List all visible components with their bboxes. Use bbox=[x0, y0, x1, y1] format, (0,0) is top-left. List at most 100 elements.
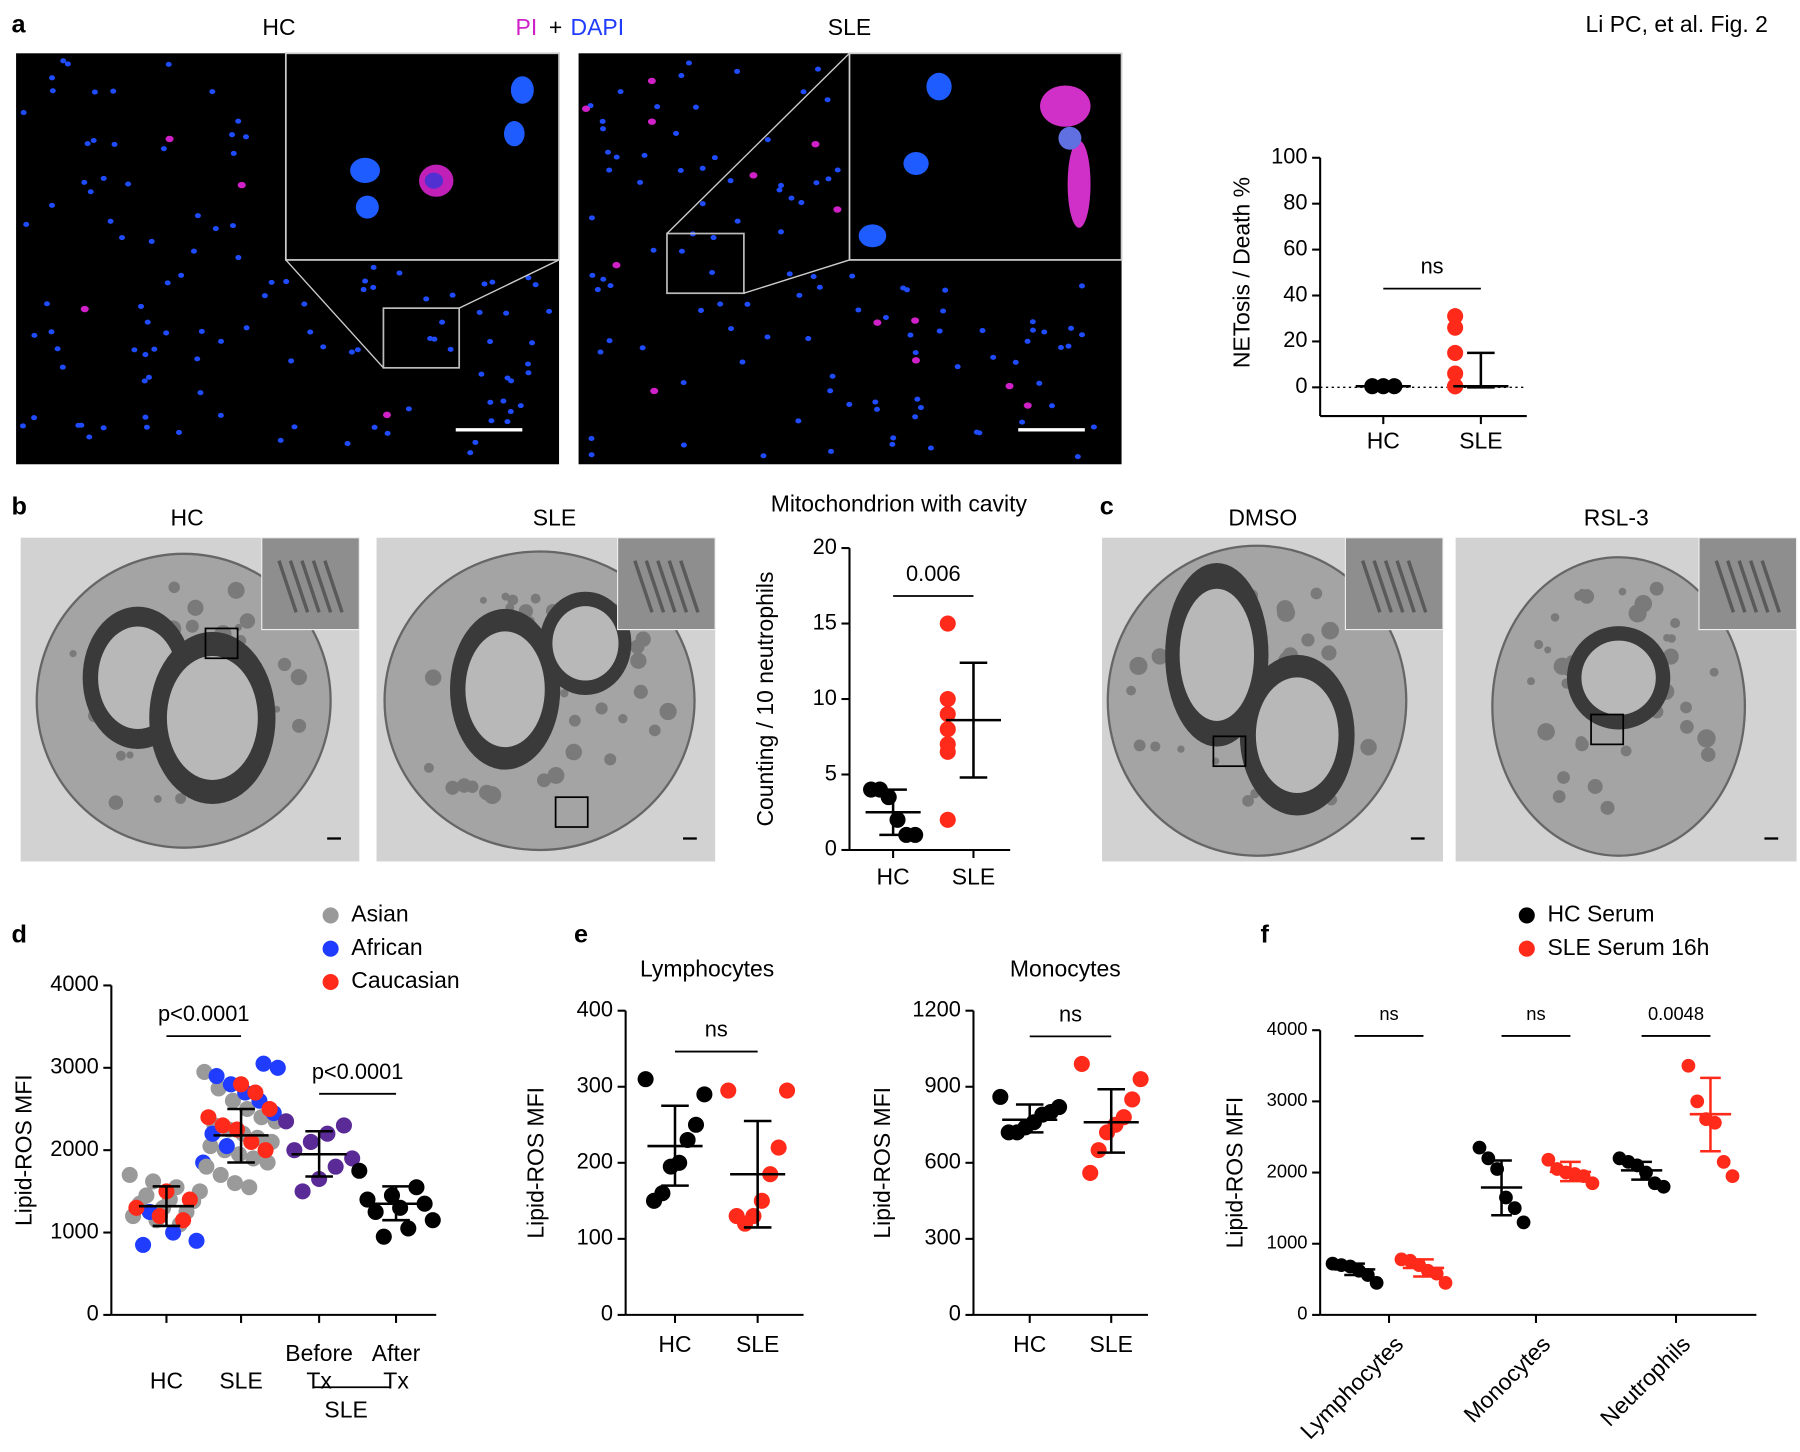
data-point bbox=[1447, 365, 1464, 382]
inset-cell bbox=[858, 224, 887, 248]
data-point bbox=[218, 1138, 235, 1155]
cell-dot bbox=[80, 305, 89, 313]
x-tick-label: HC bbox=[1367, 428, 1400, 454]
cell-dot bbox=[190, 248, 197, 254]
granule bbox=[1557, 771, 1570, 784]
inset-texture bbox=[1737, 560, 1759, 613]
cell-dot bbox=[194, 213, 201, 219]
cell-dot bbox=[119, 235, 125, 241]
cell-dot bbox=[49, 75, 56, 81]
cell-dot bbox=[504, 375, 511, 381]
comparison-label: ns bbox=[1379, 1003, 1398, 1024]
cell-dot bbox=[647, 118, 656, 125]
cell-dot bbox=[163, 330, 170, 336]
cell-dot bbox=[384, 430, 391, 436]
data-point bbox=[907, 826, 924, 843]
cell-dot bbox=[138, 303, 144, 309]
data-point bbox=[1132, 1071, 1149, 1088]
cell-dot bbox=[141, 378, 148, 384]
cell-dot bbox=[261, 293, 268, 299]
cell-dot bbox=[815, 66, 821, 72]
cell-dot bbox=[344, 441, 351, 447]
chart: Lymphocytes Lipid-ROS MFI 0 100 200 300 400 HC S… bbox=[522, 956, 804, 1357]
y-tick-label: 10 bbox=[813, 685, 837, 710]
x-tick-label: SLE bbox=[1459, 428, 1502, 454]
data-point bbox=[224, 1092, 241, 1109]
granule bbox=[537, 773, 551, 788]
data-point bbox=[770, 1139, 787, 1156]
data-point bbox=[679, 1131, 696, 1149]
cell-dot bbox=[927, 445, 934, 451]
cell-dot bbox=[143, 424, 150, 430]
cell-dot bbox=[1036, 380, 1043, 386]
cell-dot bbox=[709, 269, 716, 276]
granule bbox=[126, 751, 134, 759]
cell-dot bbox=[637, 179, 644, 185]
data-point bbox=[1447, 308, 1464, 325]
cell-dot bbox=[973, 429, 980, 435]
granule bbox=[227, 581, 245, 599]
cell-dot bbox=[75, 422, 82, 428]
data-point bbox=[939, 743, 956, 760]
cell-dot bbox=[600, 276, 607, 282]
cell-dot bbox=[20, 423, 26, 429]
cell-dot bbox=[1074, 454, 1081, 460]
granule bbox=[423, 762, 434, 773]
cell-dot bbox=[788, 195, 795, 201]
cell-dot bbox=[710, 235, 717, 241]
cell-dot bbox=[507, 409, 514, 415]
legend-label: HC Serum bbox=[1547, 900, 1654, 926]
cell-dot bbox=[84, 141, 91, 147]
y-tick-label: 40 bbox=[1283, 281, 1307, 306]
cell-dot bbox=[500, 398, 507, 404]
granule bbox=[187, 599, 204, 616]
data-point bbox=[198, 1158, 215, 1175]
cell-dot bbox=[230, 223, 236, 229]
cell-dot bbox=[487, 399, 494, 405]
granule bbox=[1709, 667, 1719, 677]
cell-dot bbox=[100, 425, 107, 431]
cell-dot bbox=[680, 442, 687, 448]
panel-letter: a bbox=[11, 10, 26, 38]
data-point bbox=[1369, 1275, 1384, 1290]
cell-dot bbox=[243, 325, 250, 331]
cell-dot bbox=[828, 448, 835, 454]
cell-dot bbox=[600, 126, 607, 132]
inset-texture bbox=[1406, 560, 1428, 613]
inset-cell bbox=[1067, 140, 1091, 228]
granule bbox=[568, 714, 581, 727]
cell-dot bbox=[907, 332, 914, 338]
granule bbox=[1680, 720, 1694, 734]
cell-dot bbox=[362, 278, 369, 284]
cell-dot bbox=[855, 307, 862, 313]
cell-dot bbox=[525, 275, 532, 281]
granule bbox=[466, 780, 479, 793]
cell-dot bbox=[612, 261, 621, 269]
cell-dot bbox=[749, 172, 758, 179]
inset-texture bbox=[300, 560, 321, 613]
y-tick-label: 0 bbox=[87, 1301, 99, 1326]
granule bbox=[424, 669, 442, 686]
y-tick-label: 2000 bbox=[50, 1136, 99, 1161]
y-tick-label: 4000 bbox=[50, 971, 99, 996]
data-point bbox=[1516, 1215, 1531, 1230]
cell-dot bbox=[488, 418, 495, 424]
inset-cell bbox=[355, 195, 379, 219]
cell-dot bbox=[43, 301, 50, 307]
cell-dot bbox=[904, 287, 911, 293]
cell-dot bbox=[87, 189, 94, 195]
comparison-label: ns bbox=[1526, 1003, 1545, 1024]
image-label: HC bbox=[171, 504, 204, 530]
cell-dot bbox=[829, 373, 836, 379]
y-tick-label: 1000 bbox=[1267, 1232, 1308, 1253]
cell-dot bbox=[142, 414, 149, 420]
granule bbox=[1360, 738, 1377, 756]
legend-marker bbox=[322, 973, 339, 991]
cell-dot bbox=[778, 182, 785, 188]
image-label: DMSO bbox=[1228, 504, 1297, 530]
cell-dot bbox=[833, 206, 842, 213]
data-point bbox=[939, 706, 956, 723]
granule bbox=[1321, 621, 1339, 640]
cell-dot bbox=[678, 73, 685, 79]
